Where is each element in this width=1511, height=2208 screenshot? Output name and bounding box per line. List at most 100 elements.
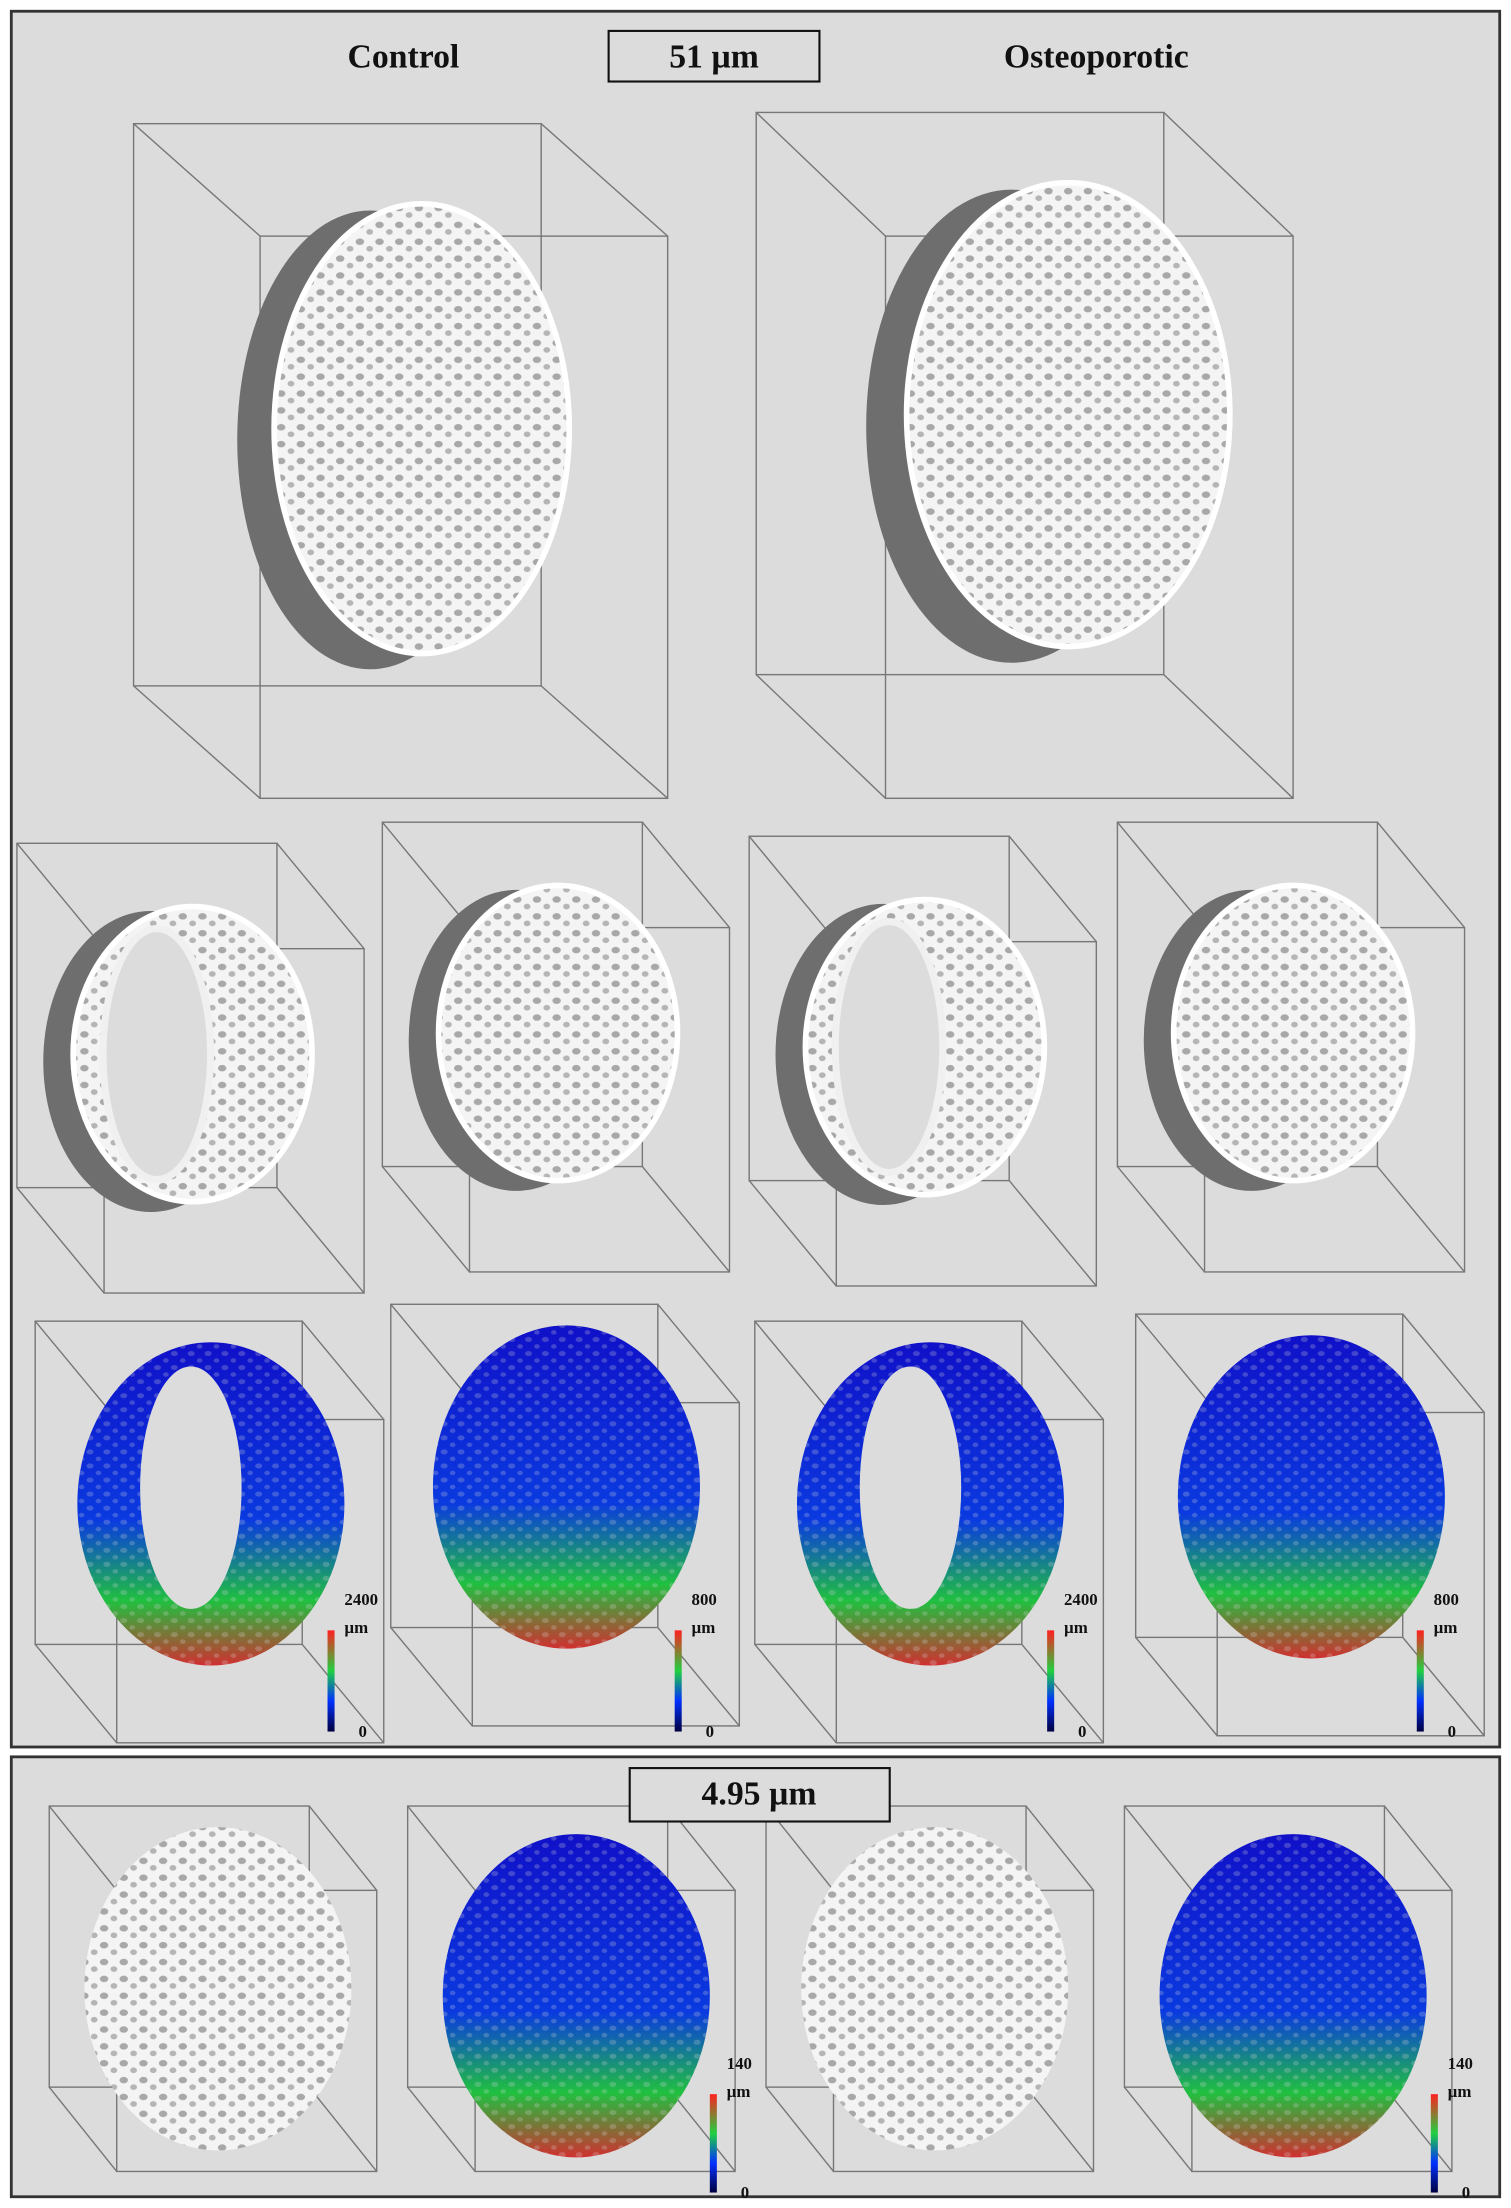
colorbar [1430, 2094, 1438, 2193]
box-edge [276, 1187, 365, 1294]
colorbar [709, 2094, 717, 2193]
colorbar-unit: µm [1448, 2082, 1472, 2101]
box-edge [1116, 1166, 1206, 1273]
box-edge [48, 2086, 118, 2172]
box-edge [1021, 1643, 1104, 1744]
box-edge [407, 1805, 476, 1891]
colorbar-unit: µm [1434, 1618, 1458, 1637]
box-edge [407, 2086, 476, 2172]
box-edge [1135, 1636, 1218, 1737]
box-edge [381, 1166, 471, 1273]
bone-texture [1177, 1335, 1445, 1659]
box-edge [1163, 111, 1294, 237]
colorbar [327, 1630, 335, 1732]
box-edge [1025, 2086, 1095, 2172]
colorbar-unit: µm [1064, 1618, 1088, 1637]
box-edge [276, 842, 365, 950]
box-edge [540, 123, 669, 237]
box-edge [1402, 1313, 1485, 1413]
box-edge [765, 2086, 835, 2172]
box-edge [301, 1643, 385, 1744]
box-edge [16, 1187, 105, 1294]
colorbar-min: 0 [706, 1722, 714, 1741]
box-edge [1021, 1320, 1104, 1420]
box-edge [754, 1320, 837, 1420]
bone-surface [435, 882, 681, 1184]
box-edge [48, 1805, 118, 1891]
box-edge [1123, 1805, 1193, 1891]
scale-box [607, 29, 821, 83]
bone-surface [1170, 882, 1416, 1184]
bone-surface [903, 179, 1233, 650]
box-edge [34, 1320, 118, 1420]
colorbar-min: 0 [1448, 1722, 1456, 1741]
box-edge [1135, 1313, 1218, 1413]
colorbar-min: 0 [1078, 1722, 1086, 1741]
box-edge [390, 1303, 473, 1404]
box-edge [34, 1643, 118, 1744]
colorbar [1047, 1630, 1055, 1732]
box-edge [308, 2086, 378, 2172]
colorbar-max: 2400 [1064, 1590, 1098, 1609]
bone-texture [442, 1834, 710, 2158]
scale-label: 51 µm [669, 38, 759, 75]
box-edge [308, 1805, 378, 1891]
group-label: Osteoporotic [1004, 38, 1189, 75]
box-edge [1123, 2086, 1193, 2172]
scale-box [628, 1767, 891, 1823]
box-edge [755, 111, 886, 237]
colorbar-min: 0 [358, 1722, 366, 1741]
box-edge [1376, 1166, 1466, 1273]
colorbar [1416, 1630, 1424, 1732]
box-edge [301, 1320, 385, 1420]
bone-cavity [99, 925, 215, 1184]
box-edge [381, 821, 471, 929]
box-edge [1008, 1180, 1097, 1287]
box-edge [133, 685, 261, 799]
box-edge [667, 2086, 736, 2172]
box-edge [133, 123, 261, 237]
box-edge [748, 835, 837, 943]
colorbar-max: 2400 [344, 1590, 378, 1609]
box-edge [540, 685, 669, 799]
bone-texture [1159, 1834, 1427, 2158]
box-edge [1025, 1805, 1095, 1891]
colorbar-unit: µm [692, 1618, 716, 1637]
box-edge [1402, 1636, 1485, 1737]
bone-cavity [140, 1366, 242, 1609]
colorbar-unit: µm [727, 2082, 751, 2101]
colorbar-min: 0 [1462, 2183, 1470, 2202]
box-edge [390, 1627, 473, 1727]
trabecular-surface [801, 1827, 1069, 2151]
box-edge [657, 1303, 740, 1404]
box-edge [657, 1627, 740, 1727]
box-edge [1383, 1805, 1453, 1891]
colorbar-max: 140 [1448, 2054, 1473, 2073]
box-edge [1116, 821, 1206, 929]
colorbar-max: 800 [692, 1590, 717, 1609]
box-edge [1008, 835, 1097, 943]
renders [16, 111, 1485, 2193]
box-edge [1163, 674, 1294, 799]
box-edge [1376, 821, 1466, 929]
colorbar-max: 140 [727, 2054, 752, 2073]
bone-surface [271, 200, 573, 657]
colorbar-min: 0 [741, 2183, 749, 2202]
bone-cavity [859, 1366, 962, 1609]
colorbar-unit: µm [344, 1618, 368, 1637]
box-edge [748, 1180, 837, 1287]
box-edge [16, 842, 105, 950]
colorbar [674, 1630, 682, 1732]
box-edge [641, 1166, 731, 1273]
colorbar-max: 800 [1434, 1590, 1459, 1609]
group-label: Control [348, 38, 460, 75]
scale-label: 4.95 µm [702, 1776, 817, 1813]
bone-cavity [831, 918, 947, 1177]
box-edge [754, 1643, 837, 1744]
box-edge [641, 821, 731, 929]
bone-texture [432, 1325, 700, 1649]
trabecular-surface [84, 1827, 352, 2151]
box-edge [755, 674, 886, 799]
